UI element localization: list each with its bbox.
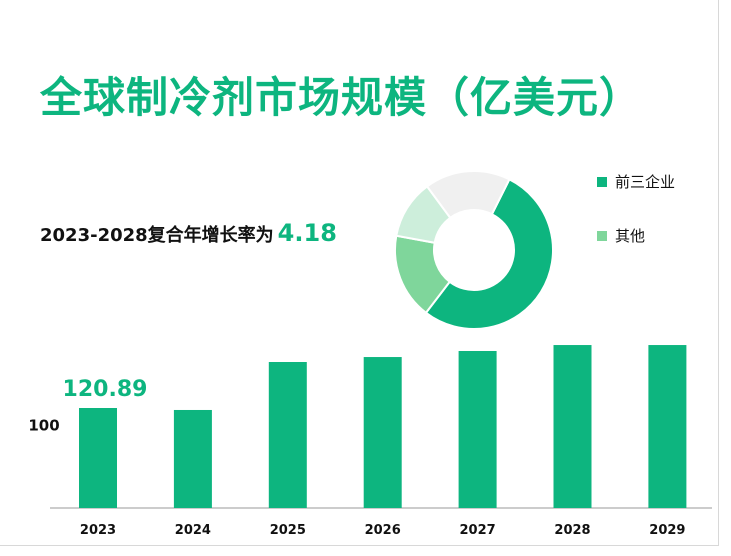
bar-2028 <box>553 345 592 508</box>
bar-2026 <box>363 357 402 508</box>
x-tick-label: 2025 <box>270 523 306 538</box>
bar-2023 <box>79 408 117 508</box>
cagr-text: 2023-2028复合年增长率为 4.18 <box>40 219 337 247</box>
bar-2024 <box>173 409 212 508</box>
x-tick-label: 2026 <box>365 523 401 538</box>
x-tick-label: 2024 <box>175 523 211 538</box>
bar-2025 <box>268 361 307 508</box>
legend-item-top3: 前三企业 <box>597 171 675 192</box>
y-tick-label: 100 <box>28 416 59 434</box>
x-tick-label: 2028 <box>554 523 590 538</box>
bar-2027 <box>458 350 497 508</box>
x-tick-label: 2029 <box>649 523 685 538</box>
x-tick-label: 2023 <box>80 523 116 538</box>
donut-slice-3 <box>425 170 511 220</box>
legend-item-others: 其他 <box>597 225 645 246</box>
frame <box>0 0 719 546</box>
x-tick-label: 2027 <box>460 523 496 538</box>
legend-label: 前三企业 <box>615 173 676 191</box>
legend-label: 其他 <box>615 227 646 245</box>
cagr-label: 2023-2028复合年增长率为 <box>40 225 274 246</box>
bar-2029 <box>648 345 687 508</box>
legend-swatch <box>597 230 607 241</box>
chart-title: 全球制冷剂市场规模（亿美元） <box>40 73 643 122</box>
donut-slice-0 <box>424 178 554 330</box>
data-label: 120.89 <box>63 377 148 402</box>
legend-swatch <box>597 176 607 187</box>
cagr-value: 4.18 <box>277 219 337 247</box>
